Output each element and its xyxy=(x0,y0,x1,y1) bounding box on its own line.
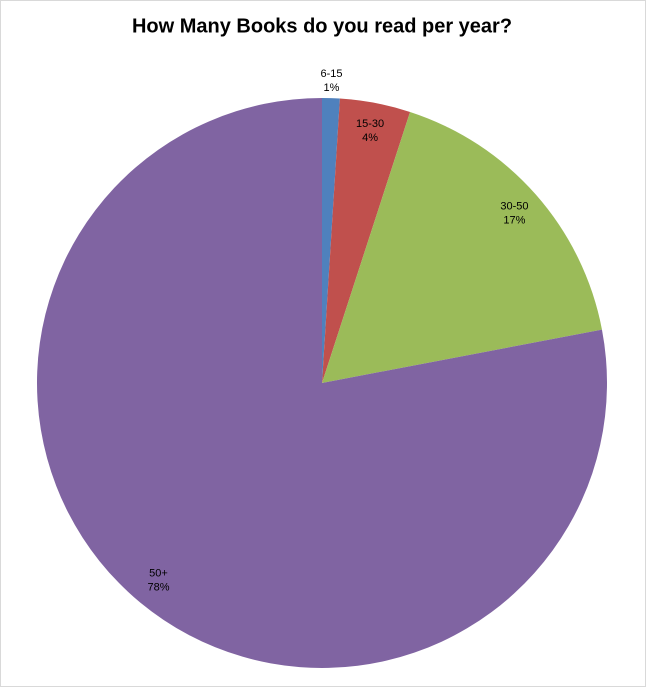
slice-value-label: 4% xyxy=(362,132,378,144)
slice-value-label: 17% xyxy=(503,214,525,226)
pie-slice xyxy=(322,111,602,384)
chart-title: How Many Books do you read per year? xyxy=(132,15,512,37)
slice-category-label: 30-50 xyxy=(500,200,528,212)
slice-value-label: 78% xyxy=(147,582,169,594)
slice-category-label: 6-15 xyxy=(320,68,342,80)
slice-value-label: 1% xyxy=(324,82,340,94)
slice-category-label: 15-30 xyxy=(356,118,384,130)
pie-slice xyxy=(37,98,608,669)
pie-slice xyxy=(322,98,411,384)
slice-category-label: 50+ xyxy=(149,568,168,580)
pie-slice xyxy=(322,98,340,383)
